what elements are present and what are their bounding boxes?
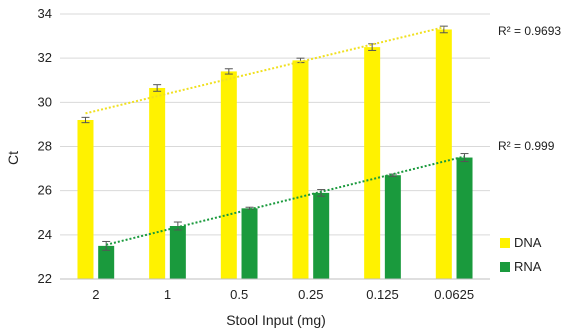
bar-dna <box>292 60 309 279</box>
y-tick-label: 24 <box>38 227 52 242</box>
trendline-rna <box>105 155 465 246</box>
bar-rna <box>384 175 401 279</box>
y-tick-label: 30 <box>38 94 52 109</box>
x-tick-label: 1 <box>164 287 171 302</box>
x-tick-label: 0.125 <box>366 287 399 302</box>
y-tick-label: 26 <box>38 183 52 198</box>
y-tick-label: 22 <box>38 271 52 286</box>
r2-label-dna: R² = 0.9693 <box>498 24 561 38</box>
trendline-dna <box>85 26 445 115</box>
legend-label-dna: DNA <box>514 235 542 250</box>
bar-rna <box>169 226 186 279</box>
grid <box>60 13 490 280</box>
x-tick-label: 0.25 <box>298 287 323 302</box>
x-tick-label: 0.5 <box>230 287 248 302</box>
bar-dna <box>364 47 381 279</box>
x-tick-label: 0.0625 <box>434 287 474 302</box>
x-axis-title: Stool Input (mg) <box>226 312 326 328</box>
bar-dna <box>220 71 237 280</box>
bar-rna <box>456 157 473 279</box>
legend: DNA RNA <box>500 235 542 274</box>
legend-swatch-rna <box>500 262 510 272</box>
y-axis-title: Ct <box>5 151 21 165</box>
bar-rna <box>98 245 115 279</box>
trendlines: R² = 0.9693 R² = 0.999 <box>85 24 561 246</box>
bar-rna <box>241 208 258 279</box>
bar-dna <box>435 29 452 280</box>
y-tick-label: 28 <box>38 139 52 154</box>
bar-rna <box>313 192 330 279</box>
bar-dna <box>149 87 166 280</box>
x-tick-label: 2 <box>92 287 99 302</box>
r2-label-rna: R² = 0.999 <box>498 139 555 153</box>
y-tick-label: 32 <box>38 50 52 65</box>
axes: 22 24 26 28 30 32 34 2 1 0.5 0.25 0.125 0.0625 <box>38 6 490 302</box>
legend-swatch-dna <box>500 238 510 248</box>
bar-dna <box>77 120 94 279</box>
bars <box>77 25 473 280</box>
legend-label-rna: RNA <box>514 259 542 274</box>
y-tick-label: 34 <box>38 6 52 21</box>
